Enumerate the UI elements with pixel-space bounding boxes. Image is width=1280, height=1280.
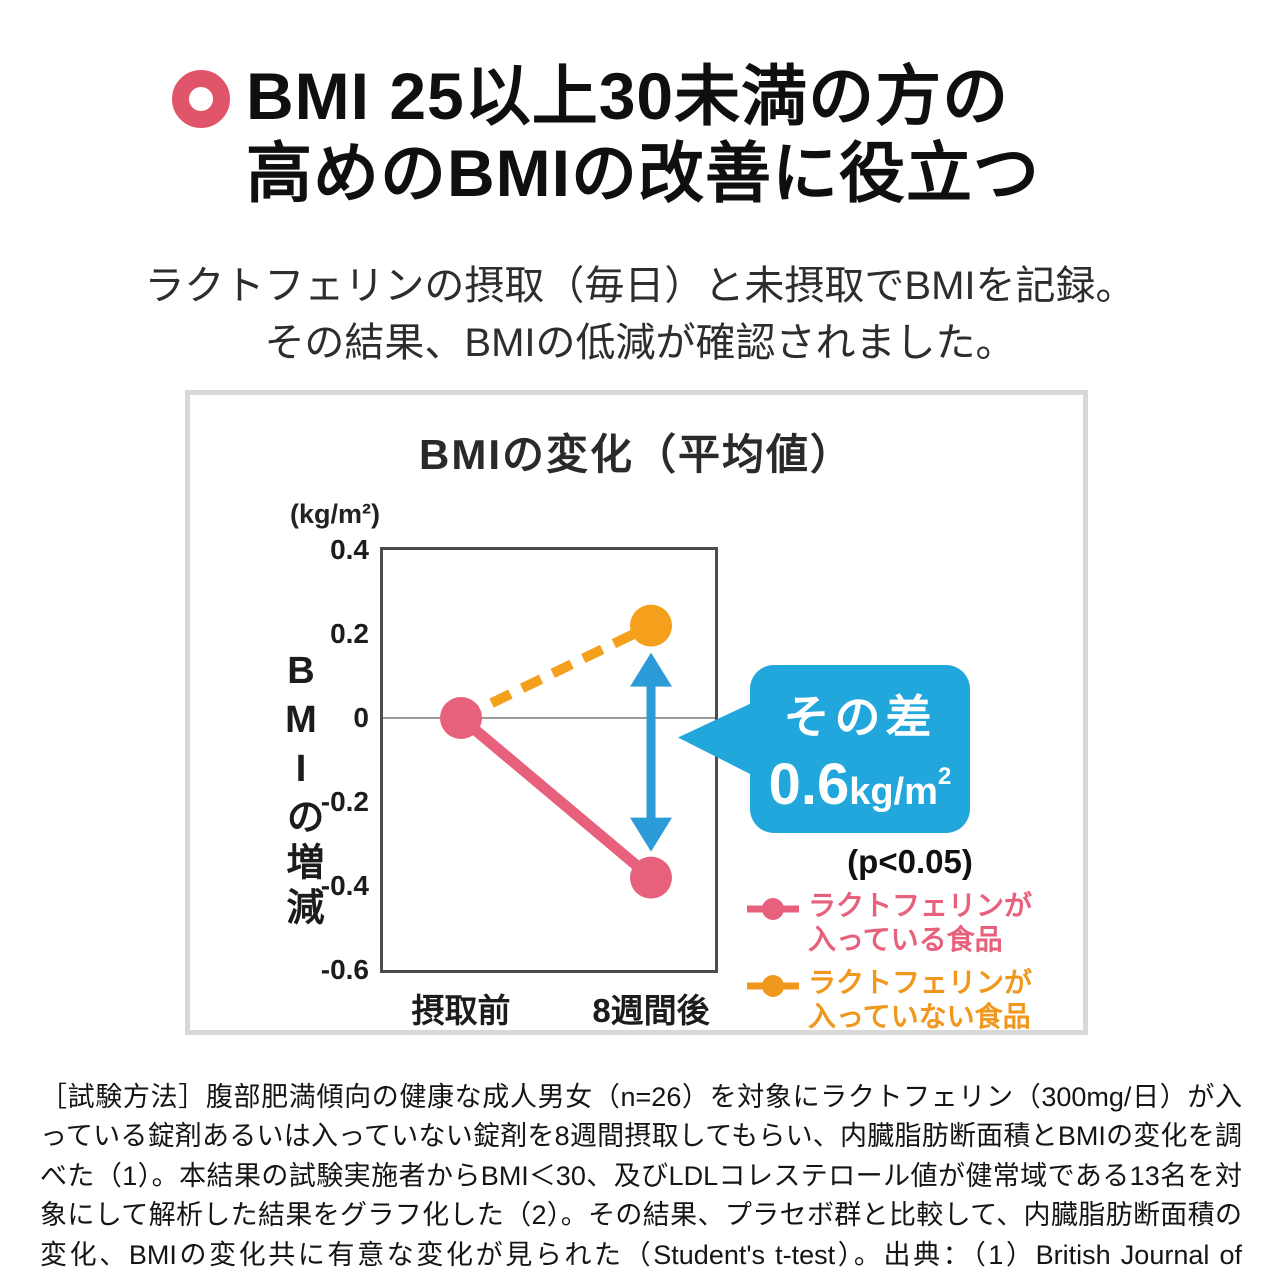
page-title-line2: 高めのBMIの改善に役立つ (246, 135, 1040, 210)
difference-callout: その差 0.6kg/m2 (750, 665, 970, 833)
callout-unit-superscript: 2 (937, 763, 952, 790)
callout-unit: kg/m (849, 771, 938, 813)
chart-panel: BMIの変化（平均値） (kg/m²) BMIの増減 0.4 0.2 0 -0.2 -0… (185, 390, 1088, 1035)
page-title: BMI 25以上30未満の方の 高めのBMIの改善に役立つ (246, 58, 1040, 211)
legend-item: ラクトフェリンが 入っている食品 (746, 889, 1032, 956)
legend-label: ラクトフェリンが 入っていない食品 (808, 967, 1033, 1032)
legend-label: ラクトフェリンが 入っている食品 (808, 890, 1033, 955)
p-value-note: (p<0.05) (847, 843, 973, 880)
callout-value-row: 0.6kg/m2 (750, 751, 970, 818)
y-tick-label: -0.2 (320, 786, 369, 817)
callout-label: その差 (783, 691, 937, 743)
header: BMI 25以上30未満の方の 高めのBMIの改善に役立つ (172, 58, 1040, 211)
ring-bullet-icon (172, 70, 230, 128)
y-tick-label: 0.4 (330, 534, 369, 565)
y-tick-label: -0.6 (320, 954, 369, 985)
y-tick-label: 0.2 (330, 618, 369, 649)
chart-graphic (383, 604, 715, 899)
y-axis-unit-label: (kg/m²) (290, 499, 380, 529)
legend: ラクトフェリンが 入っている食品 ラクトフェリンが 入っていない食品 (746, 889, 1032, 1043)
legend-marker-icon (747, 898, 799, 920)
subtitle: ラクトフェリンの摂取（毎日）と未摂取でBMIを記録。 その結果、BMIの低減が確認… (0, 258, 1280, 372)
plot-area: 0.4 0.2 0 -0.2 -0.4 -0.6 摂取前 8週間後 (321, 534, 718, 1029)
y-tick-label: 0 (353, 702, 369, 733)
y-tick-label: -0.4 (320, 870, 369, 901)
x-category-label: 8週間後 (592, 992, 710, 1029)
x-category-label: 摂取前 (411, 992, 511, 1029)
legend-marker-icon (747, 975, 799, 998)
subtitle-line1: ラクトフェリンの摂取（毎日）と未摂取でBMIを記録。 (144, 264, 1136, 308)
methodology-footnote: ［試験方法］腹部肥満傾向の健康な成人男女（n=26）を対象にラクトフェリン（30… (40, 1082, 1242, 1280)
legend-item: ラクトフェリンが 入っていない食品 (746, 966, 1032, 1033)
y-axis-label: BMIの増減 (280, 650, 322, 932)
callout-value: 0.6 (768, 752, 850, 817)
page-title-line1: BMI 25以上30未満の方の (246, 59, 1010, 133)
chart-title: BMIの変化（平均値） (419, 431, 854, 478)
subtitle-line2: その結果、BMIの低減が確認されました。 (264, 320, 1016, 365)
